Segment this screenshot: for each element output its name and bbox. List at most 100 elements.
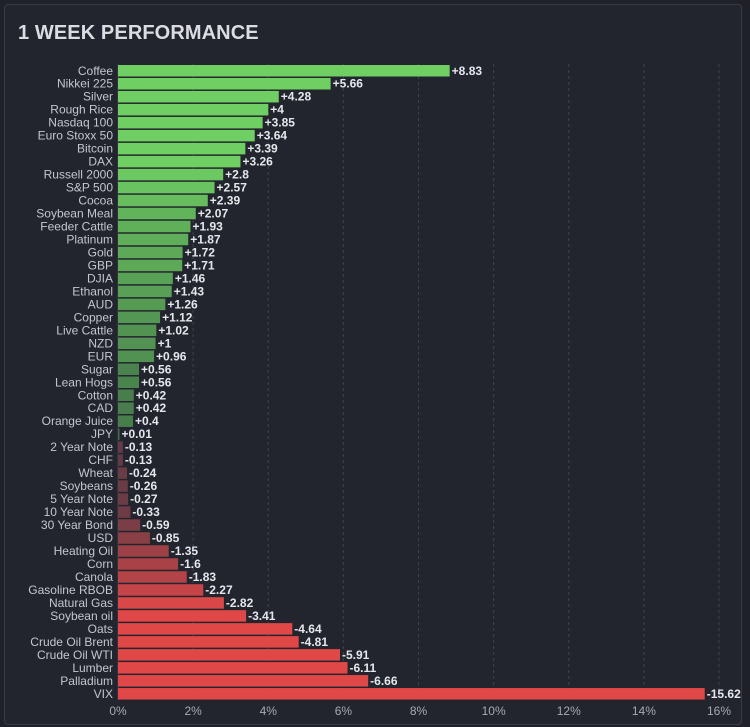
value-label: -2.27 bbox=[205, 583, 233, 597]
value-label: -6.11 bbox=[350, 661, 377, 675]
bar bbox=[118, 285, 172, 298]
category-label: Rough Rice bbox=[50, 103, 113, 117]
value-label: -0.13 bbox=[125, 440, 153, 454]
value-label: -4.64 bbox=[294, 622, 322, 636]
value-label: +0.42 bbox=[136, 401, 167, 415]
bar bbox=[118, 402, 134, 414]
bar bbox=[118, 610, 247, 622]
x-tick-label: 8% bbox=[410, 704, 428, 718]
bar bbox=[118, 623, 293, 635]
category-label: Bitcoin bbox=[77, 142, 113, 156]
bar bbox=[118, 545, 169, 557]
chart-title: 1 WEEK PERFORMANCE bbox=[18, 22, 259, 44]
bar bbox=[118, 675, 369, 687]
value-label: +0.56 bbox=[141, 362, 172, 376]
bar bbox=[118, 259, 183, 272]
category-label: Gasoline RBOB bbox=[28, 583, 113, 597]
category-label: NZD bbox=[88, 336, 113, 350]
value-label: +2.07 bbox=[198, 207, 229, 221]
bar bbox=[118, 428, 120, 440]
category-label: Cotton bbox=[78, 388, 113, 402]
bar bbox=[118, 207, 196, 220]
bar bbox=[118, 571, 187, 583]
bar bbox=[118, 662, 348, 674]
category-label: Corn bbox=[87, 557, 113, 571]
bar bbox=[118, 181, 215, 194]
bar bbox=[118, 90, 279, 103]
category-label: Canola bbox=[75, 570, 113, 584]
category-label: VIX bbox=[94, 687, 113, 701]
bar bbox=[118, 103, 269, 116]
value-label: +1.12 bbox=[162, 310, 193, 324]
category-label: Lean Hogs bbox=[55, 375, 113, 389]
category-label: Lumber bbox=[72, 661, 113, 675]
category-label: 30 Year Bond bbox=[41, 518, 113, 532]
category-label: JPY bbox=[91, 427, 113, 441]
value-label: +1.87 bbox=[190, 232, 221, 246]
bar bbox=[118, 415, 134, 427]
value-label: -3.41 bbox=[248, 609, 276, 623]
bar bbox=[118, 194, 208, 207]
value-label: +0.4 bbox=[135, 414, 159, 428]
value-label: +3.64 bbox=[257, 129, 288, 143]
value-label: +0.56 bbox=[141, 375, 172, 389]
category-label: Ethanol bbox=[72, 284, 113, 298]
value-label: +4.28 bbox=[281, 90, 312, 104]
category-label: Orange Juice bbox=[42, 414, 114, 428]
bar bbox=[118, 688, 705, 700]
value-label: -5.91 bbox=[342, 648, 370, 662]
category-label: Russell 2000 bbox=[44, 168, 114, 182]
value-label: +0.96 bbox=[156, 349, 187, 363]
x-tick-label: 6% bbox=[335, 704, 353, 718]
value-label: +1.43 bbox=[174, 284, 205, 298]
value-label: -1.35 bbox=[171, 544, 199, 558]
value-label: +1.93 bbox=[192, 220, 223, 234]
category-label: Silver bbox=[83, 90, 113, 104]
category-label: Platinum bbox=[66, 232, 113, 246]
category-label: S&P 500 bbox=[66, 181, 113, 195]
category-label: EUR bbox=[88, 349, 114, 363]
category-label: Crude Oil Brent bbox=[30, 635, 113, 649]
bar bbox=[118, 454, 123, 466]
bar bbox=[118, 584, 204, 596]
value-label: +4 bbox=[270, 103, 284, 117]
bar bbox=[118, 493, 129, 505]
category-label: 5 Year Note bbox=[50, 492, 113, 506]
value-label: +5.66 bbox=[333, 77, 364, 91]
value-label: +1.02 bbox=[158, 323, 189, 337]
bar bbox=[118, 337, 156, 350]
bar bbox=[118, 246, 183, 259]
category-label: Coffee bbox=[78, 64, 113, 78]
category-label: Palladium bbox=[60, 674, 113, 688]
category-label: 10 Year Note bbox=[44, 505, 114, 519]
value-label: -0.85 bbox=[152, 531, 180, 545]
category-label: Nikkei 225 bbox=[57, 77, 113, 91]
bar bbox=[118, 155, 241, 168]
value-label: -15.62 bbox=[707, 687, 741, 701]
category-label: 2 Year Note bbox=[50, 440, 113, 454]
bar bbox=[118, 142, 246, 155]
bar bbox=[118, 77, 331, 90]
category-label: Soybean oil bbox=[50, 609, 113, 623]
value-label: -1.6 bbox=[180, 557, 201, 571]
bar bbox=[118, 311, 161, 324]
category-label: Soybeans bbox=[60, 479, 113, 493]
category-label: CAD bbox=[88, 401, 114, 415]
value-label: +2.39 bbox=[210, 194, 241, 208]
x-tick-label: 14% bbox=[632, 704, 656, 718]
value-label: +1.71 bbox=[184, 258, 215, 272]
value-label: -2.82 bbox=[226, 596, 254, 610]
value-label: -0.24 bbox=[129, 466, 157, 480]
bar bbox=[118, 272, 173, 285]
category-label: Nasdaq 100 bbox=[48, 116, 113, 130]
value-label: -0.13 bbox=[125, 453, 153, 467]
value-label: +0.42 bbox=[136, 388, 167, 402]
bar bbox=[118, 233, 189, 246]
x-tick-label: 10% bbox=[482, 704, 506, 718]
bar bbox=[118, 467, 128, 479]
value-label: -4.81 bbox=[301, 635, 329, 649]
category-label: USD bbox=[88, 531, 114, 545]
bar bbox=[118, 519, 141, 531]
bar bbox=[118, 480, 128, 492]
